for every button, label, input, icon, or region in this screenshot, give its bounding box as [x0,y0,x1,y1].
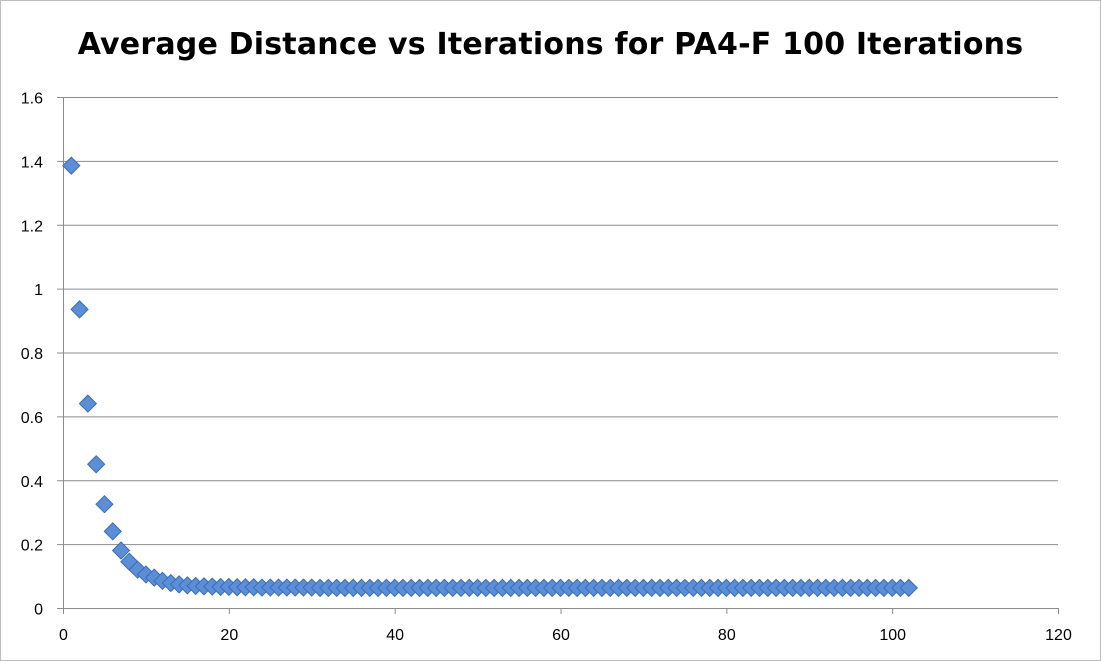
tick-labels: 0 0.2 0.4 0.6 0.8 1 1.2 1.4 1.6 0 20 40 60 80 100 120 [21,91,1072,645]
y-tick-label: 1.4 [21,154,43,171]
y-tick-label: 0.8 [21,346,43,363]
x-tick-label: 20 [220,627,238,644]
x-tick-label: 40 [386,627,404,644]
data-point [86,455,106,474]
data-point [103,522,122,541]
data-points [62,156,918,598]
x-tick-label: 100 [879,627,906,644]
data-point [899,578,918,598]
axes [57,97,1059,614]
x-tick-label: 0 [59,627,68,644]
data-point [70,300,89,319]
y-tick-label: 0.6 [21,410,43,427]
y-tick-label: 0 [34,602,43,619]
data-point [78,394,98,413]
y-tick-label: 1.2 [21,218,43,235]
x-tick-label: 120 [1045,627,1072,644]
gridlines [63,97,1058,546]
y-tick-label: 0.2 [21,538,43,555]
chart-title: Average Distance vs Iterations for PA4-F… [77,27,1024,62]
data-point [95,494,114,514]
y-tick-label: 1 [34,282,43,299]
data-point [62,156,81,175]
y-tick-label: 0.4 [21,474,43,491]
y-tick-label: 1.6 [21,91,43,108]
data-point [111,541,131,560]
x-tick-label: 80 [718,627,736,644]
x-tick-label: 60 [552,627,570,644]
